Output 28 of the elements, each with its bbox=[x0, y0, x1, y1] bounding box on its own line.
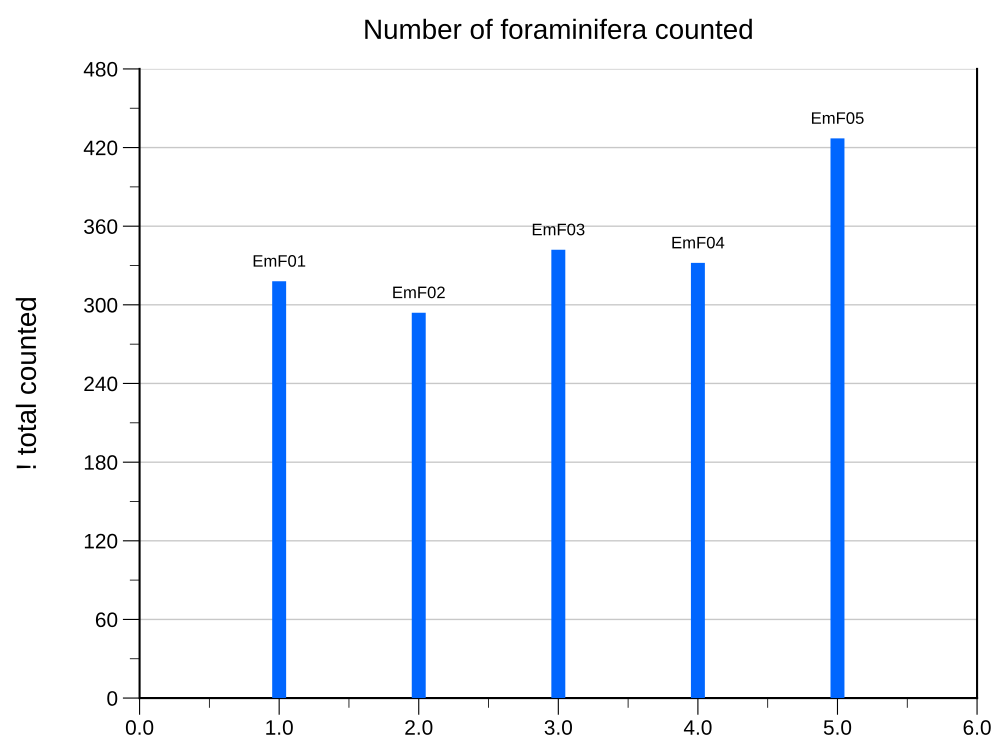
y-axis-title: ! total counted bbox=[16, 298, 36, 468]
x-tick-label: 5.0 bbox=[824, 720, 852, 735]
y-tick-label: 180 bbox=[84, 455, 118, 470]
x-tick-label: 6.0 bbox=[964, 720, 991, 735]
annotation: EmF01 bbox=[254, 255, 306, 267]
y-tick-label: 120 bbox=[84, 534, 118, 549]
y-tick-label: 300 bbox=[84, 298, 118, 313]
bar bbox=[412, 312, 426, 698]
y-tick-label: 0 bbox=[107, 691, 118, 706]
x-tick-label: 2.0 bbox=[405, 720, 432, 735]
bar bbox=[272, 281, 286, 698]
bar bbox=[551, 250, 566, 698]
y-tick-label: 240 bbox=[84, 376, 118, 392]
bar bbox=[830, 138, 844, 698]
y-tick-label: 60 bbox=[96, 612, 118, 628]
annotation: EmF04 bbox=[672, 236, 724, 248]
x-tick-label: 0.0 bbox=[126, 720, 154, 735]
y-tick-label: 480 bbox=[84, 62, 118, 77]
y-tick-label: 420 bbox=[84, 140, 118, 156]
x-tick-label: 1.0 bbox=[266, 720, 293, 735]
y-tick-label: 360 bbox=[84, 219, 118, 234]
annotation: EmF03 bbox=[532, 224, 584, 236]
bar bbox=[690, 262, 705, 698]
chart-title: Number of foraminifera counted bbox=[365, 18, 752, 40]
annotation: EmF02 bbox=[393, 286, 445, 298]
x-tick-label: 3.0 bbox=[544, 720, 572, 735]
annotation: EmF05 bbox=[812, 112, 864, 124]
x-tick-label: 4.0 bbox=[684, 720, 712, 735]
